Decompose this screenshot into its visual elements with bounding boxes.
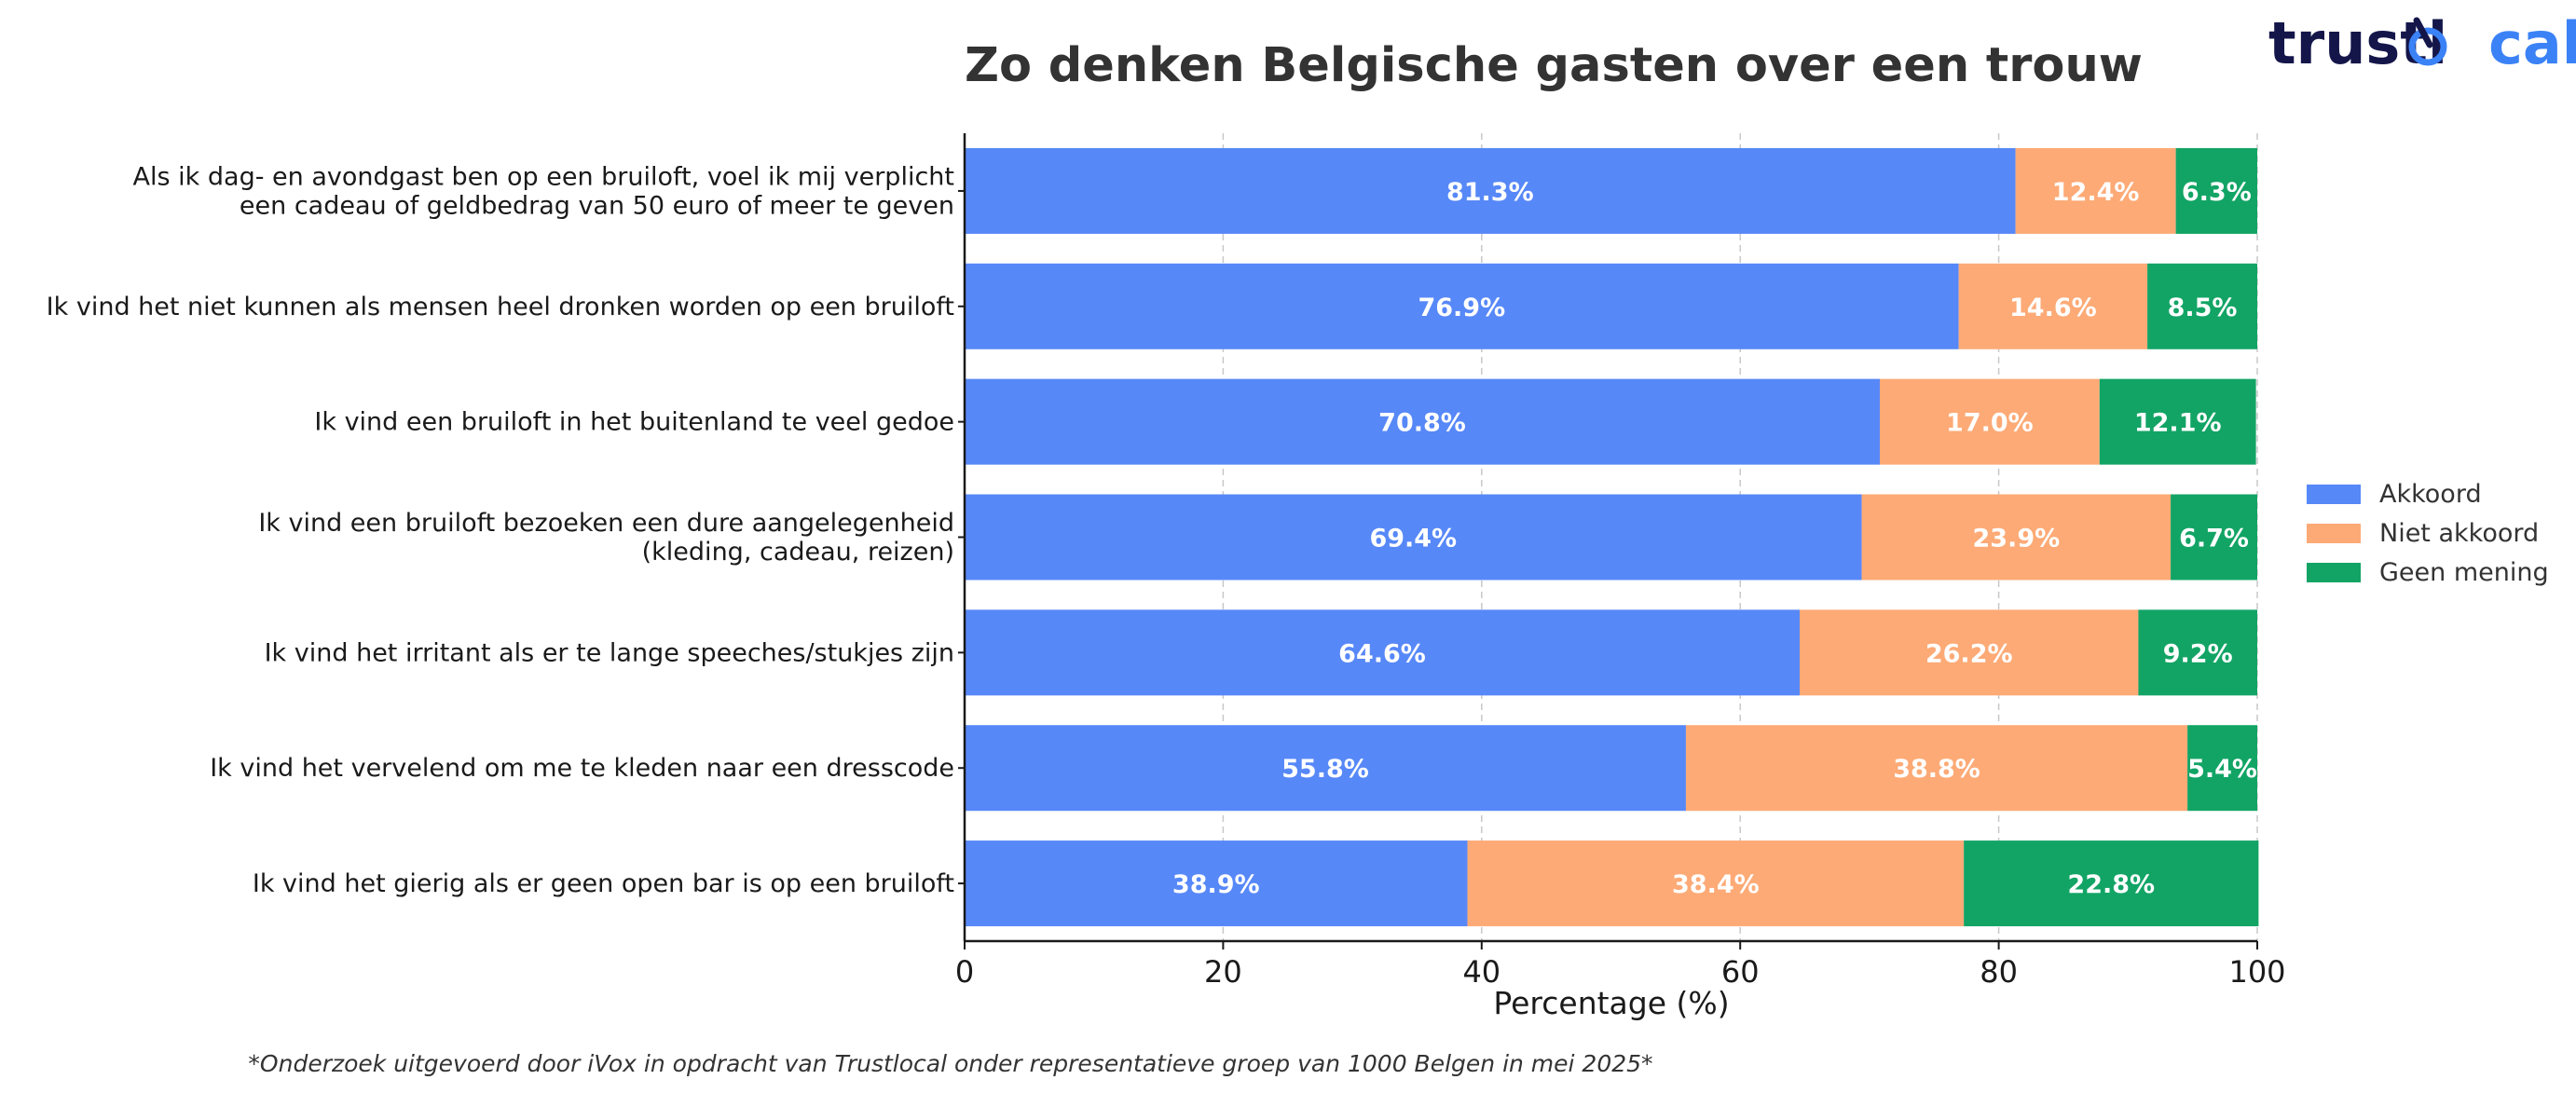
bar-niet-akkoord: [1800, 609, 2139, 696]
bar-akkoord: [965, 725, 1686, 812]
category-label-line: Ik vind een bruiloft bezoeken een dure a…: [258, 509, 954, 538]
bar-niet-akkoord: [1861, 494, 2172, 581]
logo-text-dark: trustl: [2268, 9, 2447, 77]
location-pin-icon: [2408, 17, 2447, 66]
bar-value-label: 6.3%: [2182, 178, 2252, 207]
bar-value-label: 76.9%: [1418, 294, 1505, 322]
bar-value-label: 38.8%: [1893, 755, 1980, 784]
category-label: Als ik dag- en avondgast ben op een brui…: [133, 162, 954, 220]
category-label-line: Ik vind het vervelend om me te kleden na…: [210, 754, 954, 783]
category-label: Ik vind het vervelend om me te kleden na…: [210, 754, 954, 783]
bar-geen-mening: [2138, 609, 2257, 696]
category-label: Ik vind een bruiloft bezoeken een dure a…: [258, 509, 954, 567]
bar-niet-akkoord: [1467, 840, 1965, 927]
legend-label: Geen mening: [2379, 558, 2549, 587]
legend-swatch-geen-mening: [2307, 563, 2361, 582]
x-tick-label: 20: [1204, 954, 1242, 990]
bar-akkoord: [965, 378, 1880, 465]
bar-akkoord: [965, 263, 1959, 349]
x-tick-label: 0: [955, 954, 974, 990]
axes: [958, 133, 2257, 943]
footnote: *Onderzoek uitgevoerd door iVox in opdra…: [248, 1050, 1652, 1077]
category-label-line: Ik vind het gierig als er geen open bar …: [253, 869, 954, 898]
category-label-line: Ik vind het irritant als er te lange spe…: [265, 638, 954, 667]
bar-geen-mening: [2171, 494, 2257, 581]
category-label-line: (kleding, cadeau, reizen): [642, 538, 954, 567]
bar-akkoord: [965, 494, 1862, 581]
category-label: Ik vind een bruiloft in het buitenland t…: [314, 408, 954, 437]
x-axis-title: Percentage (%): [1493, 985, 1729, 1021]
category-label-line: Ik vind het niet kunnen als mensen heel …: [47, 293, 954, 321]
category-labels: Als ik dag- en avondgast ben op een brui…: [47, 162, 954, 898]
bar-geen-mening: [2147, 263, 2257, 349]
bar-niet-akkoord: [1958, 263, 2148, 349]
bar-value-label: 14.6%: [2009, 294, 2097, 322]
bars: 81.3% 12.4% 6.3% 76.9% 14.6% 8.5% 70.8% 17.0% 12…: [965, 147, 2259, 927]
bar-value-label: 23.9%: [1972, 525, 2060, 553]
legend-label: Akkoord: [2379, 480, 2482, 509]
legend: Akkoord Niet akkoord Geen mening: [2307, 480, 2549, 587]
bar-akkoord: [965, 147, 2016, 234]
bar-value-label: 6.7%: [2179, 525, 2249, 553]
legend-swatch-niet-akkoord: [2307, 524, 2361, 543]
bar-niet-akkoord: [1685, 725, 2188, 812]
bar-value-label: 12.4%: [2052, 178, 2140, 207]
x-tick-label: 60: [1721, 954, 1760, 990]
trustlocal-logo: trustl cal: [2268, 9, 2576, 77]
bar-value-label: 22.8%: [2067, 870, 2155, 899]
bar-geen-mening: [1964, 840, 2259, 927]
bar-value-label: 17.0%: [1946, 409, 2034, 438]
bar-value-label: 26.2%: [1925, 639, 2013, 668]
bar-niet-akkoord: [2015, 147, 2176, 234]
bar-value-label: 69.4%: [1369, 525, 1457, 553]
bar-value-label: 38.9%: [1172, 870, 1260, 899]
legend-swatch-akkoord: [2307, 485, 2361, 504]
bar-geen-mening: [2099, 378, 2256, 465]
bar-value-label: 81.3%: [1446, 178, 1534, 207]
category-label-line: een cadeau of geldbedrag van 50 euro of …: [240, 191, 954, 220]
bar-value-label: 5.4%: [2187, 755, 2257, 784]
category-label: Ik vind het gierig als er geen open bar …: [253, 869, 954, 898]
category-label-line: Als ik dag- en avondgast ben op een brui…: [133, 162, 954, 191]
bar-geen-mening: [2175, 147, 2257, 234]
bar-akkoord: [965, 840, 1468, 927]
bar-value-label: 12.1%: [2134, 409, 2222, 438]
x-ticks: 0 20 40 60 80 100: [955, 941, 2286, 990]
bar-value-label: 8.5%: [2168, 294, 2238, 322]
bar-niet-akkoord: [1879, 378, 2100, 465]
bar-value-label: 64.6%: [1338, 639, 1426, 668]
x-tick-label: 80: [1980, 954, 2018, 990]
chart-title: Zo denken Belgische gasten over een trou…: [965, 38, 2143, 93]
x-tick-label: 40: [1462, 954, 1500, 990]
bar-value-label: 55.8%: [1281, 755, 1369, 784]
bar-value-label: 70.8%: [1378, 409, 1466, 438]
bar-geen-mening: [2187, 725, 2257, 812]
x-tick-label: 100: [2228, 954, 2285, 990]
bar-value-label: 38.4%: [1672, 870, 1760, 899]
category-label-line: Ik vind een bruiloft in het buitenland t…: [314, 408, 954, 437]
bar-value-label: 9.2%: [2163, 639, 2233, 668]
logo-text-blue: cal: [2488, 9, 2576, 77]
bar-akkoord: [965, 609, 1801, 696]
legend-label: Niet akkoord: [2379, 519, 2539, 548]
category-label: Ik vind het irritant als er te lange spe…: [265, 638, 954, 667]
category-label: Ik vind het niet kunnen als mensen heel …: [47, 293, 954, 321]
